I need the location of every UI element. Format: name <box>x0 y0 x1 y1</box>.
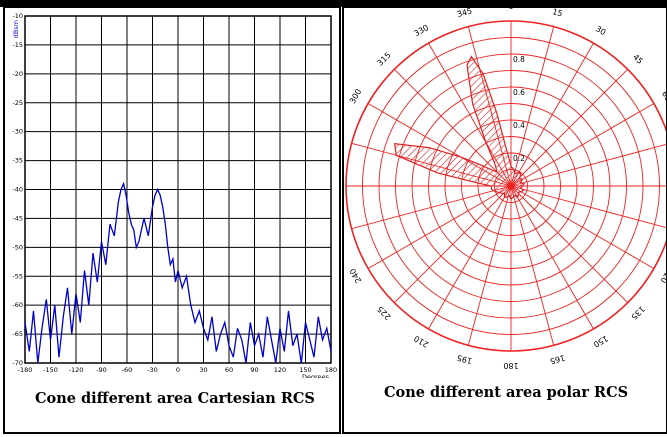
angle-gridline <box>510 69 628 187</box>
angle-gridline <box>351 185 512 230</box>
y-tick-label: -30 <box>12 128 23 136</box>
x-tick-label: 120 <box>274 366 286 374</box>
angle-gridline <box>510 185 594 330</box>
angle-gridline <box>394 69 512 187</box>
angle-tick-label: 135 <box>629 304 646 321</box>
rcs-line <box>24 181 332 364</box>
angle-tick-label: 15 <box>551 8 563 18</box>
cartesian-chart: -180 -150 -120 -90 -60 -30 0 30 60 90 120 150 180 -10… <box>12 12 337 378</box>
angle-gridline <box>510 185 555 346</box>
x-tick-label: -60 <box>122 366 133 374</box>
y-tick-label: -15 <box>12 41 23 49</box>
y-tick-label: -25 <box>12 99 23 107</box>
angle-gridline <box>467 185 512 346</box>
polar-chart: 0153045607590105120135150165180195210225… <box>344 8 666 370</box>
radius-tick-label: 0.2 <box>513 154 525 163</box>
angle-tick-label: 150 <box>592 334 610 349</box>
polar-caption: Cone different area polar RCS <box>384 384 629 401</box>
x-axis-label: Degrees <box>302 373 330 378</box>
y-tick-label: -55 <box>12 272 23 280</box>
angle-gridline <box>367 185 512 269</box>
angle-tick-label: 210 <box>412 334 430 349</box>
x-tick-label: -90 <box>96 366 107 374</box>
angle-tick-label: 300 <box>348 87 363 105</box>
angle-tick-label: 0 <box>508 8 513 11</box>
y-tick-label: -45 <box>12 214 23 222</box>
y-tick-label: -60 <box>12 301 23 309</box>
x-tick-label: 180 <box>325 366 337 374</box>
radius-tick-label: 0.8 <box>513 55 525 64</box>
radius-tick-label: 0.4 <box>513 121 525 130</box>
x-tick-label: 90 <box>250 366 258 374</box>
polar-panel: 0153045607590105120135150165180195210225… <box>342 6 667 434</box>
angle-tick-label: 165 <box>549 353 566 366</box>
angle-gridline <box>510 185 666 228</box>
angle-tick-label: 330 <box>412 23 430 38</box>
x-tick-label: 60 <box>225 366 233 374</box>
angle-tick-label: 180 <box>503 361 518 370</box>
angle-gridline <box>510 42 594 187</box>
cartesian-panel: -180 -150 -120 -90 -60 -30 0 30 60 90 120 150 180 -10… <box>3 6 341 434</box>
x-tick-label: -150 <box>43 366 58 374</box>
y-tick-label: -40 <box>12 186 23 194</box>
angle-gridline <box>394 185 512 303</box>
angle-gridline <box>510 144 666 187</box>
angle-tick-label: 195 <box>456 353 473 366</box>
angle-gridline <box>428 185 512 330</box>
angle-tick-label: 345 <box>456 8 473 19</box>
angle-gridline <box>510 185 628 303</box>
angle-tick-label: 45 <box>631 52 645 66</box>
radius-tick-label: 0.6 <box>513 88 525 97</box>
x-tick-label: -120 <box>69 366 84 374</box>
y-axis-label: dBsm <box>12 20 20 38</box>
angle-gridline <box>510 185 655 269</box>
cartesian-caption: Cone different area Cartesian RCS <box>35 390 315 407</box>
x-tick-label: -30 <box>147 366 158 374</box>
rcs-polar-pattern <box>394 55 525 201</box>
x-tick-label: 0 <box>176 366 180 374</box>
y-tick-label: -35 <box>12 157 23 165</box>
angle-tick-label: 315 <box>376 51 393 68</box>
y-tick-label: -50 <box>12 243 23 251</box>
x-tick-label: -180 <box>18 366 33 374</box>
y-tick-label: -65 <box>12 330 23 338</box>
angle-gridline <box>510 103 655 187</box>
angle-tick-label: 225 <box>376 304 393 321</box>
y-tick-label: -10 <box>12 12 23 20</box>
angle-tick-label: 60 <box>660 90 666 103</box>
angle-tick-label: 30 <box>594 24 607 37</box>
angle-gridline <box>510 26 555 187</box>
top-border <box>0 0 667 7</box>
y-tick-label: -20 <box>12 70 23 78</box>
x-tick-label: 150 <box>299 366 311 374</box>
y-tick-label: -70 <box>12 359 23 367</box>
x-tick-label: 30 <box>199 366 207 374</box>
angle-tick-label: 240 <box>348 267 363 285</box>
angle-tick-label: 120 <box>659 267 666 285</box>
